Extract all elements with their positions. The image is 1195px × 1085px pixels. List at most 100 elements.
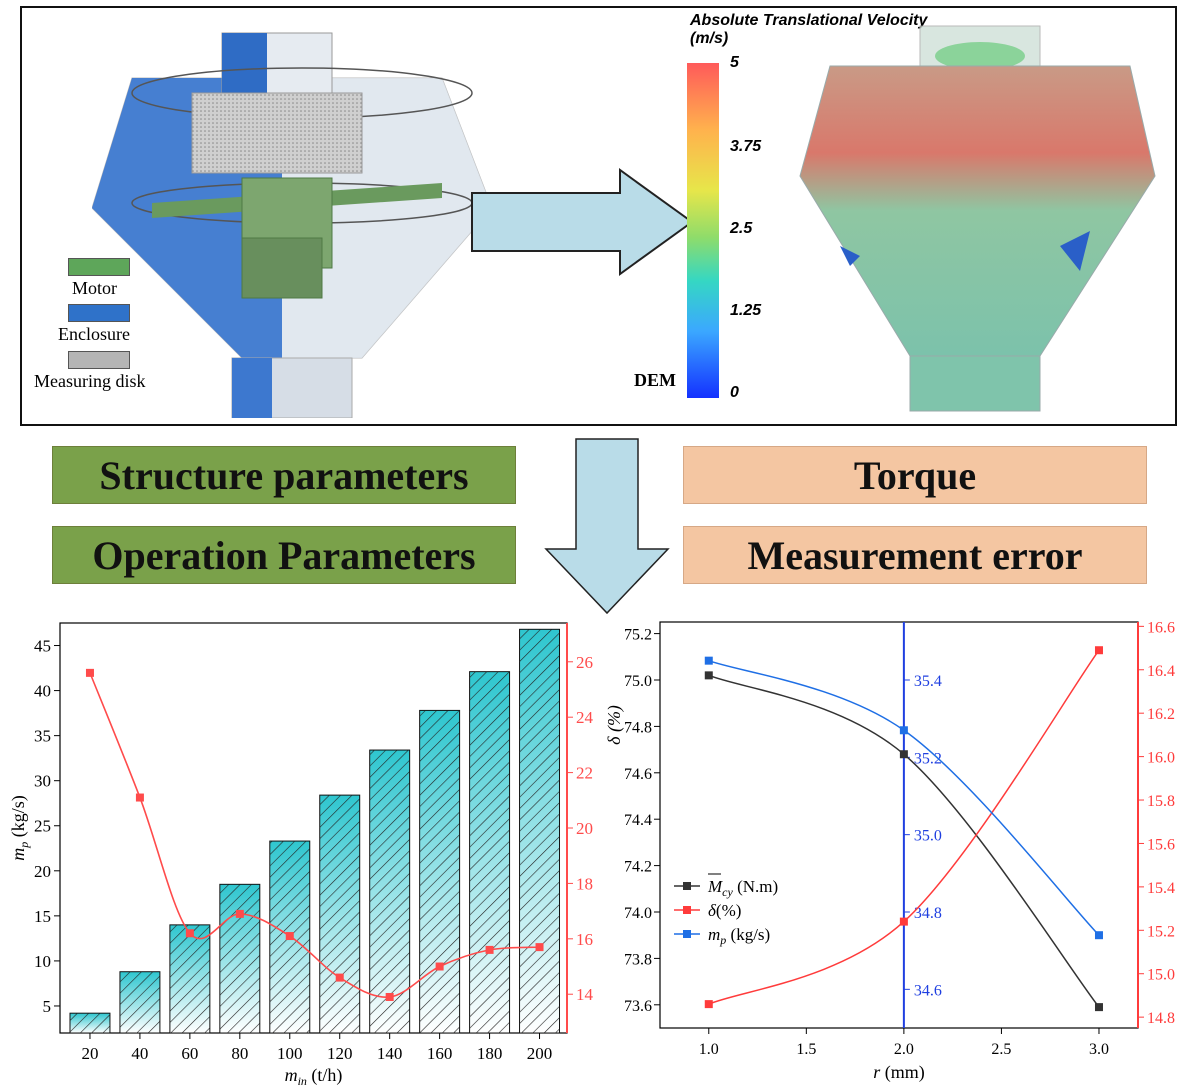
colorbar-tick: 1.25 bbox=[730, 302, 762, 319]
middle-tick-label: 34.6 bbox=[914, 982, 942, 999]
left-tick-label: 75.0 bbox=[624, 673, 652, 690]
right-tick-label: 14.8 bbox=[1147, 1010, 1175, 1027]
left-tick-label: 15 bbox=[34, 907, 51, 926]
measurement-error-box: Measurement error bbox=[683, 526, 1147, 584]
bar-hatch bbox=[119, 971, 160, 1033]
left-tick-label: 45 bbox=[34, 637, 51, 656]
error-point bbox=[285, 932, 294, 941]
left-tick-label: 20 bbox=[34, 862, 51, 881]
legend-enclosure-label: Enclosure bbox=[58, 324, 130, 344]
legend-marker bbox=[683, 906, 691, 914]
enclosure-swatch bbox=[68, 304, 130, 322]
left-tick-label: 35 bbox=[34, 727, 51, 746]
right-tick-label: 18 bbox=[576, 874, 593, 893]
error-point bbox=[185, 929, 194, 938]
torque-error-chart: 73.6 73.8 74.0 74.2 74.4 74.6 74.8 75.0 75.2 14.8… bbox=[604, 619, 1175, 1083]
legend-label: mp (kg/s) bbox=[708, 925, 770, 947]
error-point bbox=[385, 992, 394, 1001]
x-tick-label: 140 bbox=[377, 1044, 403, 1063]
series-point bbox=[1094, 1003, 1103, 1012]
error-point bbox=[535, 943, 544, 952]
x-tick-label: 80 bbox=[231, 1044, 248, 1063]
x-tick-label: 1.5 bbox=[796, 1041, 816, 1058]
legend-measuring-disk-label: Measuring disk bbox=[34, 371, 146, 391]
x-axis-label: min (t/h) bbox=[285, 1065, 343, 1085]
series-point bbox=[704, 1000, 713, 1009]
right-tick-label: 16.2 bbox=[1147, 706, 1175, 723]
left-tick-label: 74.8 bbox=[624, 719, 652, 736]
colorbar-title: Absolute Translational Velocity bbox=[690, 12, 928, 29]
legend-label: δ(%) bbox=[708, 901, 741, 920]
x-tick-label: 60 bbox=[181, 1044, 198, 1063]
bar-hatch bbox=[419, 710, 460, 1033]
down-arrow bbox=[544, 438, 670, 615]
left-tick-label: 73.6 bbox=[624, 998, 652, 1015]
series-point bbox=[899, 750, 908, 759]
colorbar-tick: 5 bbox=[730, 54, 739, 71]
x-tick-label: 3.0 bbox=[1089, 1041, 1109, 1058]
right-tick-label: 15.4 bbox=[1147, 880, 1175, 897]
right-tick-label: 24 bbox=[576, 708, 594, 727]
structure-parameters-box: Structure parameters bbox=[52, 446, 516, 504]
series-point bbox=[1094, 646, 1103, 655]
torque-box: Torque bbox=[683, 446, 1147, 504]
y-axis-label: δ (%) bbox=[604, 705, 625, 745]
right-tick-label: 15.0 bbox=[1147, 967, 1175, 984]
left-tick-label: 75.2 bbox=[624, 627, 652, 644]
right-tick-label: 20 bbox=[576, 819, 593, 838]
left-tick-label: 5 bbox=[43, 997, 52, 1016]
middle-tick-label: 35.4 bbox=[914, 673, 942, 690]
series-point bbox=[899, 917, 908, 926]
right-tick-label: 15.8 bbox=[1147, 793, 1175, 810]
x-tick-label: 180 bbox=[477, 1044, 503, 1063]
legend-label: Mcy (N.m) bbox=[707, 877, 778, 899]
left-tick-label: 10 bbox=[34, 952, 51, 971]
x-tick-label: 20 bbox=[81, 1044, 98, 1063]
bar-hatch bbox=[169, 924, 210, 1033]
colorbar bbox=[687, 63, 719, 398]
colorbar-tick: 3.75 bbox=[730, 138, 762, 155]
mass-flow-chart: 5 10 15 20 25 30 35 40 45 14 16 18 20 22 24 26 20 40 60 80 1… bbox=[8, 622, 594, 1085]
series-line bbox=[708, 649, 1100, 1005]
middle-tick-label: 34.8 bbox=[914, 905, 942, 922]
series-point bbox=[1094, 931, 1103, 940]
right-tick-label: 14 bbox=[576, 985, 594, 1004]
x-tick-label: 100 bbox=[277, 1044, 303, 1063]
error-point bbox=[235, 909, 244, 918]
left-tick-label: 40 bbox=[34, 682, 51, 701]
operation-parameters-box: Operation Parameters bbox=[52, 526, 516, 584]
error-point bbox=[435, 962, 444, 971]
bar-hatch bbox=[319, 795, 360, 1033]
left-tick-label: 74.4 bbox=[624, 812, 652, 829]
right-tick-label: 15.6 bbox=[1147, 836, 1175, 853]
left-tick-label: 25 bbox=[34, 817, 51, 836]
right-tick-label: 16.6 bbox=[1147, 619, 1175, 636]
series-point bbox=[704, 671, 713, 680]
right-tick-label: 16.4 bbox=[1147, 663, 1175, 680]
left-tick-label: 74.6 bbox=[624, 766, 652, 783]
middle-tick-label: 35.0 bbox=[914, 828, 942, 845]
dem-label: DEM bbox=[634, 370, 676, 390]
simulation-panel: Motor Enclosure Measuring disk Absolute … bbox=[20, 6, 1177, 426]
bar-hatch bbox=[369, 750, 410, 1033]
error-point bbox=[135, 793, 144, 802]
right-tick-label: 16 bbox=[576, 930, 593, 949]
left-tick-label: 74.2 bbox=[624, 859, 652, 876]
x-tick-label: 2.0 bbox=[894, 1041, 914, 1058]
bar-hatch bbox=[519, 629, 560, 1033]
series-point bbox=[899, 726, 908, 735]
legend-marker bbox=[683, 930, 691, 938]
error-point bbox=[485, 945, 494, 954]
x-tick-label: 160 bbox=[427, 1044, 453, 1063]
bar-hatch bbox=[469, 671, 510, 1033]
left-tick-label: 30 bbox=[34, 772, 51, 791]
bar-hatch bbox=[69, 1013, 110, 1033]
bar-hatch bbox=[219, 884, 260, 1033]
x-tick-label: 120 bbox=[327, 1044, 353, 1063]
colorbar-tick: 0 bbox=[730, 384, 739, 401]
x-axis-label: r (mm) bbox=[873, 1062, 925, 1083]
right-tick-label: 26 bbox=[576, 653, 593, 672]
left-tick-label: 73.8 bbox=[624, 951, 652, 968]
x-tick-label: 2.5 bbox=[991, 1041, 1011, 1058]
series-point bbox=[704, 656, 713, 665]
